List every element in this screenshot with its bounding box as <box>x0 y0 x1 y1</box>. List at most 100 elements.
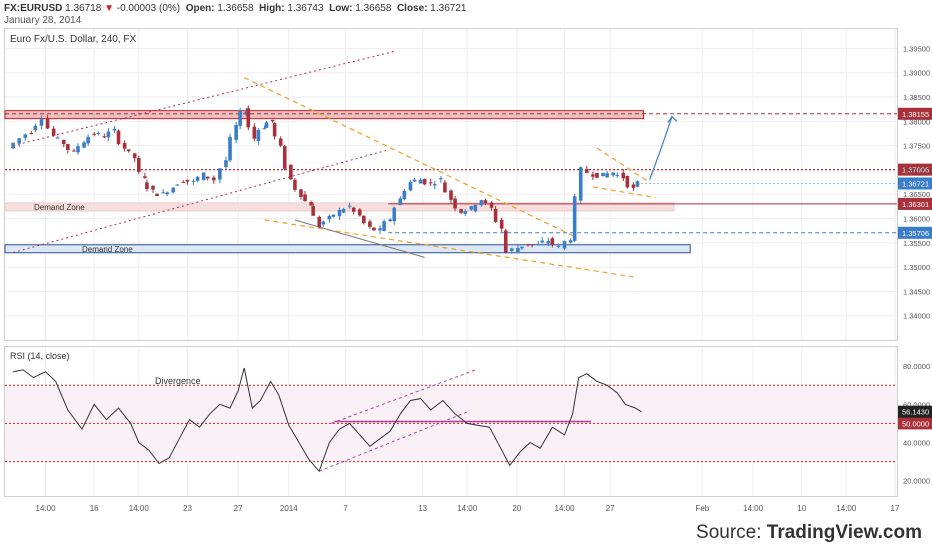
open-label: Open: <box>185 3 215 14</box>
price-tag-label: 1.35706 <box>902 229 929 238</box>
candle-body <box>317 216 322 228</box>
price-tick-label: 1.39500 <box>903 44 930 53</box>
candle-body <box>520 246 524 249</box>
candle-body <box>556 245 561 247</box>
price-tag-label: 1.36301 <box>902 200 929 209</box>
source-credit: Source: TradingView.com <box>696 522 922 544</box>
candle-body <box>137 158 141 173</box>
candle-body <box>272 123 277 137</box>
resistance-zone <box>4 110 645 120</box>
candle-body <box>244 111 249 114</box>
rsi-level-tag <box>898 417 932 430</box>
candle-body <box>234 125 238 140</box>
candle-body <box>439 178 443 180</box>
candle-body <box>270 119 275 122</box>
candle-body <box>303 194 307 202</box>
candle-body <box>92 133 96 135</box>
candle-body <box>309 202 313 206</box>
candle-body <box>605 173 609 178</box>
candle-body <box>479 200 484 206</box>
candle-body <box>262 128 267 130</box>
candle-body <box>246 108 251 128</box>
candle-body <box>503 230 508 253</box>
candle-body <box>311 206 315 216</box>
candle-body <box>372 227 376 231</box>
time-tick-label: 14:00 <box>36 504 57 513</box>
time-tick-label: 14:00 <box>457 504 478 513</box>
close-label: Close: <box>396 3 428 14</box>
price-tick-label: 1.34500 <box>903 287 930 296</box>
candle-body <box>165 192 169 195</box>
open-value: 1.36658 <box>217 3 254 14</box>
time-axis[interactable]: 14:00 16 14:00 23 27 2014 7 13 14:00 20 14:00 27 Feb… <box>36 504 900 513</box>
candle-body <box>392 207 397 222</box>
candle-body <box>23 134 28 138</box>
price-tag <box>898 226 932 239</box>
orange-trend-line <box>596 147 648 182</box>
candle-body <box>112 128 117 131</box>
trend-lines[interactable] <box>12 50 656 278</box>
time-tick-label: 23 <box>183 504 192 513</box>
forecast-arrow[interactable] <box>649 115 678 180</box>
candle-body <box>86 136 90 144</box>
price-tag-label: 1.38155 <box>902 110 929 119</box>
candle-body <box>181 181 186 183</box>
candle-body <box>145 182 149 189</box>
candle-body <box>493 209 498 222</box>
candle-body <box>611 172 615 176</box>
rsi-last-tag <box>898 405 932 418</box>
candle-body <box>224 160 228 168</box>
orange-trend-line <box>592 186 656 199</box>
candle-body <box>264 122 269 128</box>
candle-body <box>201 172 206 181</box>
time-tick-label: 2014 <box>280 504 298 513</box>
rsi-last-tag-label: 56.1430 <box>902 408 929 417</box>
rsi-trend-line <box>331 369 476 424</box>
header-date: January 28, 2014 <box>4 15 82 26</box>
price-tick-label: 1.38000 <box>903 117 930 126</box>
candle-body <box>161 192 165 194</box>
candle-body <box>432 184 437 186</box>
candle-body <box>256 129 261 141</box>
time-tick-label: 14:00 <box>129 504 150 513</box>
candle-body <box>489 202 494 208</box>
candle-body <box>530 244 534 246</box>
candle-body <box>568 240 573 243</box>
candle-body <box>175 184 180 186</box>
candle-body <box>122 142 127 149</box>
time-tick-label: 10 <box>797 504 806 513</box>
candle-body <box>591 174 595 177</box>
candle-body <box>585 169 589 173</box>
low-label: Low: <box>329 3 353 14</box>
candle-body <box>61 140 66 145</box>
candle-body <box>422 178 427 185</box>
candle-body <box>572 196 577 241</box>
candle-body <box>483 200 488 204</box>
candle-body <box>382 221 386 231</box>
time-tick-label: 14:00 <box>836 504 857 513</box>
time-tick-label: 14:00 <box>555 504 576 513</box>
price-tag <box>898 177 932 190</box>
candle-body <box>428 182 433 184</box>
candle-body <box>106 131 111 138</box>
time-tick-label: 7 <box>343 504 348 513</box>
levels: 1.38155 1.37006 1.36721 1.36301 1.35706 <box>5 107 932 239</box>
time-tick-label: 13 <box>418 504 427 513</box>
price-tick-label: 1.35500 <box>903 239 930 248</box>
candle-body <box>321 221 326 225</box>
candle-body <box>469 206 474 210</box>
candle-body <box>536 244 540 246</box>
price-tag <box>898 197 932 210</box>
candle-body <box>33 125 38 131</box>
candle-body <box>418 179 423 184</box>
divergence-annotation: Divergence <box>155 376 201 386</box>
price-axis[interactable]: 1.34000 1.34500 1.35000 1.35500 1.36000 1.365… <box>903 44 930 320</box>
price-tick-label: 1.34000 <box>903 312 930 321</box>
price-tick-label: 1.35000 <box>903 263 930 272</box>
candle-body <box>171 187 176 193</box>
source-brand: TradingView.com <box>766 522 922 543</box>
candle-body <box>218 168 222 180</box>
candle-body <box>132 153 137 159</box>
time-tick-label: 27 <box>606 504 615 513</box>
